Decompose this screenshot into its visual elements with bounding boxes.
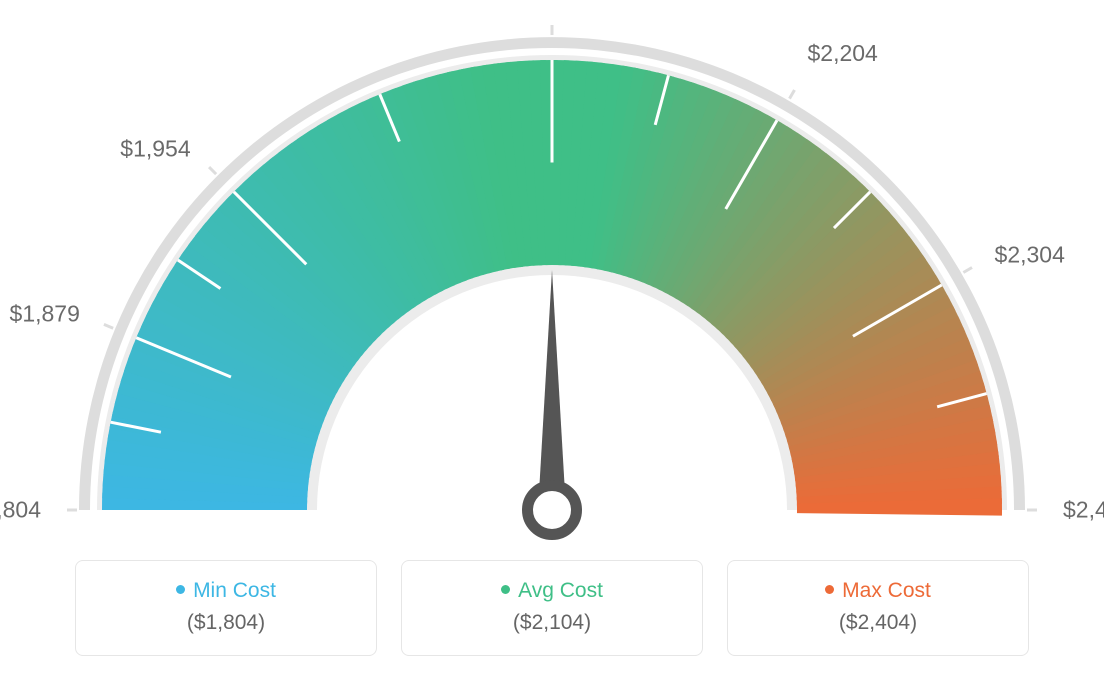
legend-dot-avg xyxy=(501,585,510,594)
scale-label: $1,879 xyxy=(10,301,80,328)
legend-title-avg: Avg Cost xyxy=(402,579,702,603)
legend-card-max: Max Cost ($2,404) xyxy=(727,560,1029,656)
legend-title-max: Max Cost xyxy=(728,579,1028,603)
legend-value-min: ($1,804) xyxy=(76,611,376,635)
legend-value-avg: ($2,104) xyxy=(402,611,702,635)
scale-label: $1,804 xyxy=(0,497,41,524)
gauge-svg xyxy=(20,20,1084,550)
scale-label: $2,404 xyxy=(1063,497,1104,524)
scale-label: $1,954 xyxy=(120,135,190,162)
legend-title-min-text: Min Cost xyxy=(193,579,276,602)
legend-title-min: Min Cost xyxy=(76,579,376,603)
legend-value-max: ($2,404) xyxy=(728,611,1028,635)
gauge-chart-container: $1,804$1,879$1,954$2,104$2,204$2,304$2,4… xyxy=(20,20,1084,670)
legend-dot-min xyxy=(176,585,185,594)
legend-card-avg: Avg Cost ($2,104) xyxy=(401,560,703,656)
gauge-area: $1,804$1,879$1,954$2,104$2,204$2,304$2,4… xyxy=(20,20,1084,540)
scale-label: $2,304 xyxy=(995,241,1065,268)
legend-title-max-text: Max Cost xyxy=(842,579,931,602)
legend-dot-max xyxy=(825,585,834,594)
legend-row: Min Cost ($1,804) Avg Cost ($2,104) Max … xyxy=(20,560,1084,656)
legend-card-min: Min Cost ($1,804) xyxy=(75,560,377,656)
legend-title-avg-text: Avg Cost xyxy=(518,579,603,602)
scale-label: $2,204 xyxy=(808,40,878,67)
